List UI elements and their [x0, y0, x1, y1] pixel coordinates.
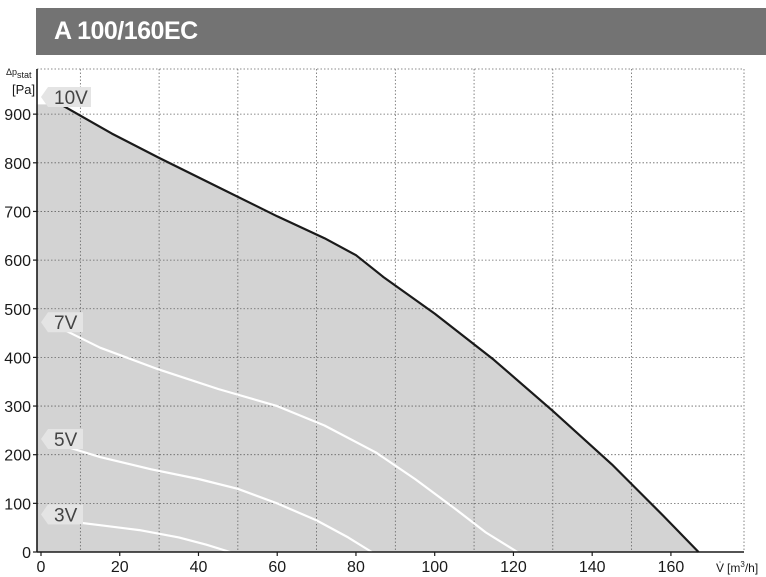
y-axis-label-main: Δp: [6, 67, 17, 77]
curve-label-layer: 10V 7V 5V 3V: [41, 87, 91, 526]
y-tick-label: 0: [22, 545, 31, 562]
x-tick-label: 0: [37, 559, 46, 576]
x-tick-label: 20: [111, 559, 129, 576]
x-axis-unit-sup: 3: [740, 560, 745, 569]
curve-10V: [60, 103, 700, 553]
curve-label-tag-3V: [41, 504, 83, 525]
curve-layer: [60, 103, 700, 554]
grid-layer: [37, 68, 745, 552]
x-axis-label: V̇ [m3/h]: [716, 560, 758, 575]
y-tick-label: 600: [4, 253, 31, 270]
working-area: [37, 104, 699, 553]
y-axis-label: Δpstat: [6, 67, 32, 80]
curve-label-tag-7V: [41, 312, 83, 333]
curve-label-tag-5V: [41, 428, 83, 449]
x-tick-label: 40: [190, 559, 208, 576]
axis-layer: 0 20 40 60 80 100 120 140 160 0 100 200 300 400 500 600…: [4, 69, 744, 576]
x-tick-label: 140: [579, 559, 606, 576]
y-tick-label: 400: [4, 350, 31, 367]
curve-label-tag-10V: [41, 87, 91, 107]
x-axis-label-main: V̇: [716, 561, 724, 575]
y-tick-label: 800: [4, 156, 31, 173]
x-tick-label: 60: [268, 559, 286, 576]
curve-5V: [60, 443, 373, 553]
y-tick-label: 700: [4, 204, 31, 221]
y-tick-label: 100: [4, 496, 31, 513]
x-tick-label: 80: [347, 559, 365, 576]
curve-label-7V: 7V: [54, 313, 78, 334]
y-tick-label: 300: [4, 399, 31, 416]
x-tick-label: 120: [500, 559, 527, 576]
y-tick-label: 900: [4, 107, 31, 124]
x-tick-label: 100: [421, 559, 448, 576]
curve-label-10V: 10V: [54, 88, 88, 109]
y-axis-label-sub: stat: [17, 70, 32, 80]
y-tick-label: 500: [4, 302, 31, 319]
working-area-layer: [37, 104, 699, 553]
y-axis-unit: [Pa]: [12, 82, 35, 97]
x-axis-unit-post: /h]: [745, 561, 758, 575]
title-bar: A 100/160EC: [36, 8, 766, 55]
x-axis-unit-pre: [m: [727, 561, 740, 575]
curve-label-3V: 3V: [54, 505, 78, 526]
curve-7V: [60, 327, 518, 553]
x-tick-label: 160: [658, 559, 685, 576]
curve-3V: [60, 519, 231, 554]
y-tick-label: 200: [4, 448, 31, 465]
chart-title: A 100/160EC: [54, 17, 198, 45]
curve-label-5V: 5V: [54, 430, 78, 451]
